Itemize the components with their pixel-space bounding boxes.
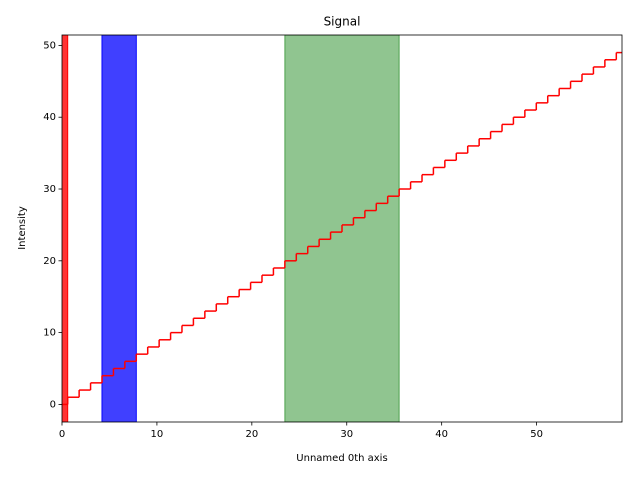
y-tick-label: 20 bbox=[43, 256, 56, 267]
x-tick-label: 40 bbox=[435, 429, 448, 440]
plot-area bbox=[62, 35, 622, 422]
x-tick-label: 10 bbox=[151, 429, 164, 440]
y-tick-label: 30 bbox=[43, 184, 56, 195]
chart-title: Signal bbox=[324, 15, 361, 29]
y-tick-label: 10 bbox=[43, 328, 56, 339]
y-tick-label: 40 bbox=[43, 112, 56, 123]
x-tick-label: 20 bbox=[245, 429, 258, 440]
x-tick-label: 0 bbox=[59, 429, 65, 440]
x-tick-label: 30 bbox=[340, 429, 353, 440]
x-tick-label: 50 bbox=[530, 429, 543, 440]
y-tick-label: 0 bbox=[50, 399, 56, 410]
x-axis-label: Unnamed 0th axis bbox=[296, 453, 387, 464]
y-tick-label: 50 bbox=[43, 40, 56, 51]
y-axis-label: Intensity bbox=[17, 206, 28, 250]
span bbox=[62, 35, 69, 422]
axes-frame bbox=[61, 34, 623, 423]
span bbox=[101, 35, 137, 422]
